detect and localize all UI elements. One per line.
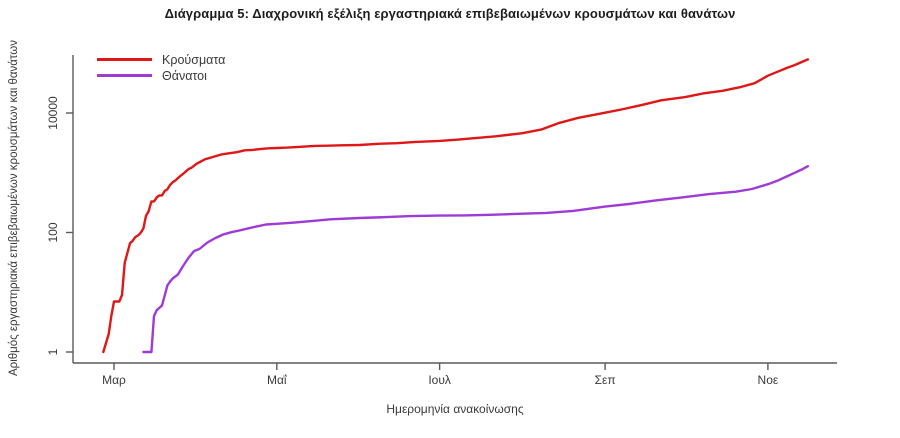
y-tick-label: 1 bbox=[46, 348, 60, 355]
cases-line bbox=[102, 58, 810, 354]
legend: Κρούσματα Θάνατοι bbox=[97, 53, 225, 83]
y-axis-title: Αριθμός εργαστηριακά επιβεβαιωμένων κρου… bbox=[8, 40, 20, 376]
deaths-legend-label: Θάνατοι bbox=[162, 69, 207, 83]
x-axis-ticks: Μαρ Μαΐ Ιουλ Σεπ Νοε bbox=[102, 363, 779, 387]
deaths-line bbox=[142, 164, 810, 354]
series-lines bbox=[102, 58, 810, 354]
y-tick-label: 100 bbox=[46, 222, 60, 242]
y-tick-label: 10000 bbox=[46, 96, 60, 130]
y-axis-ticks: 1 100 10000 bbox=[46, 96, 73, 355]
x-tick-label: Νοε bbox=[758, 373, 779, 387]
chart-title: Διάγραμμα 5: Διαχρονική εξέλιξη εργαστηρ… bbox=[164, 6, 736, 21]
x-tick-label: Μαΐ bbox=[267, 373, 288, 387]
x-tick-label: Μαρ bbox=[102, 373, 126, 387]
x-tick-label: Ιουλ bbox=[428, 373, 451, 387]
x-tick-label: Σεπ bbox=[595, 373, 616, 387]
x-axis-title: Ημερομηνία ανακοίνωσης bbox=[386, 402, 523, 416]
cases-legend-label: Κρούσματα bbox=[162, 53, 225, 67]
